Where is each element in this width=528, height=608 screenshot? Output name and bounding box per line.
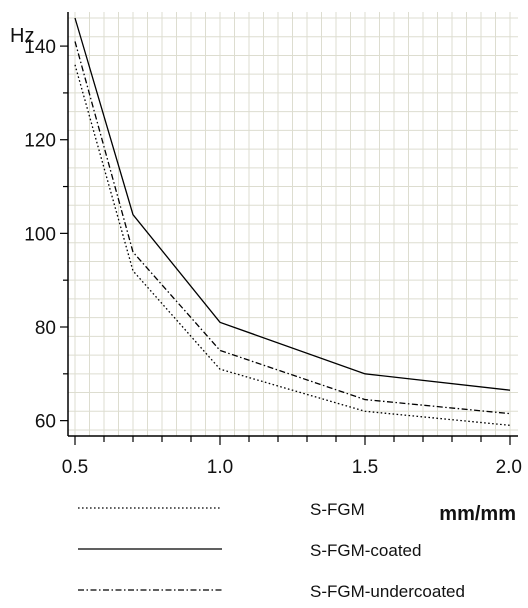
x-tick-label: 1.5: [352, 457, 378, 478]
y-tick-label: 60: [35, 412, 56, 433]
series-lines: [74, 17, 511, 426]
series-line-3: [74, 41, 511, 415]
y-axis-label: Hz: [10, 25, 34, 47]
series-line-2: [74, 17, 511, 391]
y-tick-label: 80: [35, 318, 56, 339]
legend-label: S-FGM: [310, 500, 365, 519]
x-tick-label: 0.5: [62, 457, 88, 478]
legend: S-FGM S-FGM-coated S-FGM-undercoated: [78, 500, 465, 601]
legend-label: S-FGM-undercoated: [310, 582, 465, 601]
tick-labels: 60 80 100 120 140 0.5 1.0 1.5 2.0: [24, 37, 522, 478]
axes: [60, 12, 518, 445]
x-tick-label: 2.0: [496, 457, 522, 478]
y-tick-label: 120: [24, 131, 56, 152]
legend-label: S-FGM-coated: [310, 541, 421, 560]
x-tick-label: 1.0: [207, 457, 233, 478]
series-line-1: [74, 64, 511, 426]
y-tick-label: 100: [24, 224, 56, 245]
grid: [68, 12, 518, 436]
x-axis-label: mm/mm: [439, 503, 516, 525]
y-tick-label: 140: [24, 37, 56, 58]
